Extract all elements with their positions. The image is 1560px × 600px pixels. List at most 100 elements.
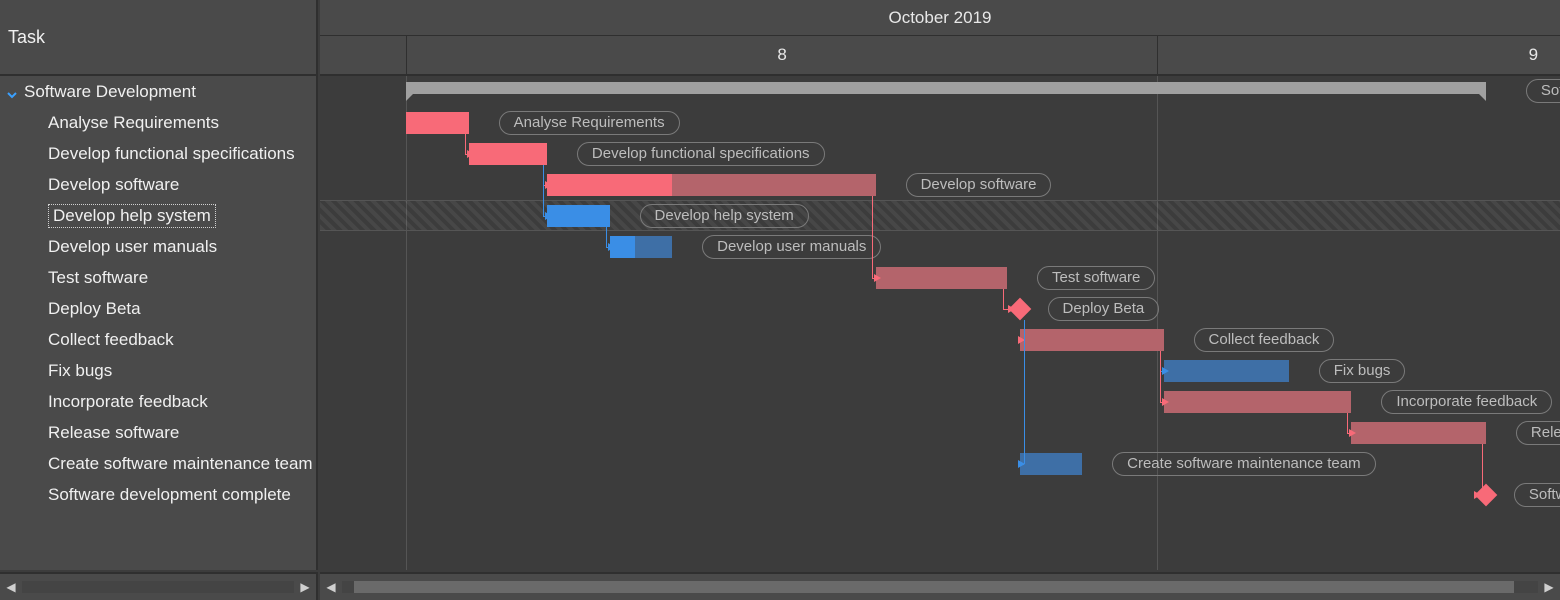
row-background (320, 324, 1560, 355)
task-bar[interactable] (406, 112, 469, 134)
task-bar[interactable] (876, 267, 1007, 289)
bar-label-pill: Develop help system (640, 204, 809, 228)
task-label: Release software (48, 423, 179, 443)
dependency-arrow-icon (545, 181, 552, 189)
dependency-line (1160, 351, 1161, 402)
task-label: Software development complete (48, 485, 291, 505)
task-label: Collect feedback (48, 330, 174, 350)
bar-label-pill: Create software maintenance team (1112, 452, 1375, 476)
task-bar[interactable] (1020, 329, 1164, 351)
row-background (320, 386, 1560, 417)
row-background (320, 293, 1560, 324)
dependency-arrow-icon (1162, 367, 1169, 375)
dependency-arrow-icon (874, 274, 881, 282)
task-bar[interactable] (1020, 453, 1083, 475)
task-row[interactable]: Release software (0, 417, 316, 448)
row-background (320, 479, 1560, 510)
task-label: Develop user manuals (48, 237, 217, 257)
dependency-arrow-icon (1349, 429, 1356, 437)
scroll-thumb[interactable] (354, 581, 1514, 593)
scroll-right-icon[interactable]: ▶ (294, 576, 316, 598)
bar-label-pill: Develop user manuals (702, 235, 881, 259)
progress-fill (547, 205, 610, 227)
task-bar[interactable] (547, 174, 876, 196)
timeline-header: October 2019 89 (320, 0, 1560, 76)
dependency-arrow-icon (1162, 398, 1169, 406)
gantt-chart[interactable]: Software Development Analyse Requirements… (320, 76, 1560, 570)
dependency-arrow-icon (608, 243, 615, 251)
task-label: Analyse Requirements (48, 113, 219, 133)
scroll-left-icon[interactable]: ◀ (320, 576, 342, 598)
row-background (320, 231, 1560, 262)
day-cell: 8 (406, 36, 1157, 74)
dependency-line (872, 196, 873, 278)
dependency-arrow-icon (467, 150, 474, 158)
bar-label-pill: Develop software (906, 173, 1052, 197)
task-bar[interactable] (1164, 391, 1352, 413)
bar-label-pill: Fix bugs (1319, 359, 1406, 383)
task-label: Develop help system (48, 204, 216, 228)
task-bar[interactable] (1164, 360, 1289, 382)
task-bar[interactable] (547, 205, 610, 227)
task-row[interactable]: Deploy Beta (0, 293, 316, 324)
task-row[interactable]: Software development complete (0, 479, 316, 510)
task-bar[interactable] (1351, 422, 1486, 444)
bar-label-pill: Release software (1516, 421, 1560, 445)
bar-label-pill: Software Development (1526, 79, 1560, 103)
task-row[interactable]: Incorporate feedback (0, 386, 316, 417)
task-label: Develop functional specifications (48, 144, 295, 164)
task-bar[interactable] (469, 143, 547, 165)
dependency-line (1347, 413, 1348, 433)
task-row[interactable]: Develop functional specifications (0, 138, 316, 169)
progress-fill (547, 174, 672, 196)
day-cell: 9 (1157, 36, 1560, 74)
dependency-line (543, 165, 544, 216)
dependency-arrow-icon (1474, 491, 1481, 499)
bar-label-pill: Develop functional specifications (577, 142, 825, 166)
task-row[interactable]: Create software maintenance team (0, 448, 316, 479)
dependency-line (1482, 444, 1483, 495)
month-label: October 2019 (320, 0, 1560, 36)
dependency-arrow-icon (545, 212, 552, 220)
task-row[interactable]: Collect feedback (0, 324, 316, 355)
task-label: Incorporate feedback (48, 392, 208, 412)
task-row[interactable]: Develop software (0, 169, 316, 200)
task-row[interactable]: Develop user manuals (0, 231, 316, 262)
task-row[interactable]: Software Development (0, 76, 316, 107)
progress-fill (469, 143, 547, 165)
bar-label-pill: Incorporate feedback (1381, 390, 1552, 414)
bar-label-pill: Software development complete (1514, 483, 1560, 507)
task-bar[interactable] (610, 236, 673, 258)
bar-label-pill: Deploy Beta (1048, 297, 1160, 321)
dependency-arrow-icon (1008, 305, 1015, 313)
task-label: Create software maintenance team (48, 454, 313, 474)
bar-label-pill: Analyse Requirements (499, 111, 680, 135)
scroll-left-icon[interactable]: ◀ (0, 576, 22, 598)
tree-scrollbar[interactable]: ◀ ▶ (0, 572, 318, 600)
dependency-arrow-icon (1018, 460, 1025, 468)
task-row[interactable]: Test software (0, 262, 316, 293)
dependency-line (606, 227, 607, 247)
bar-label-pill: Test software (1037, 266, 1155, 290)
task-column-header: Task (0, 0, 316, 76)
task-label: Fix bugs (48, 361, 112, 381)
task-tree[interactable]: Task Software Development Analyse Require… (0, 0, 318, 570)
dependency-line (1003, 289, 1004, 309)
scroll-track[interactable] (342, 581, 1538, 593)
chart-scrollbar[interactable]: ◀ ▶ (320, 572, 1560, 600)
task-label: Deploy Beta (48, 299, 141, 319)
task-row[interactable]: Fix bugs (0, 355, 316, 386)
chevron-down-icon[interactable] (6, 86, 18, 98)
summary-bar[interactable] (406, 82, 1486, 94)
task-label: Software Development (24, 82, 196, 102)
row-background (320, 200, 1560, 231)
days-row: 89 (320, 36, 1560, 76)
scroll-track[interactable] (22, 581, 294, 593)
progress-fill (406, 112, 469, 134)
scroll-right-icon[interactable]: ▶ (1538, 576, 1560, 598)
dependency-line (1024, 320, 1025, 464)
task-row[interactable]: Develop help system (0, 200, 316, 231)
task-row[interactable]: Analyse Requirements (0, 107, 316, 138)
task-label: Test software (48, 268, 148, 288)
bar-label-pill: Collect feedback (1194, 328, 1335, 352)
